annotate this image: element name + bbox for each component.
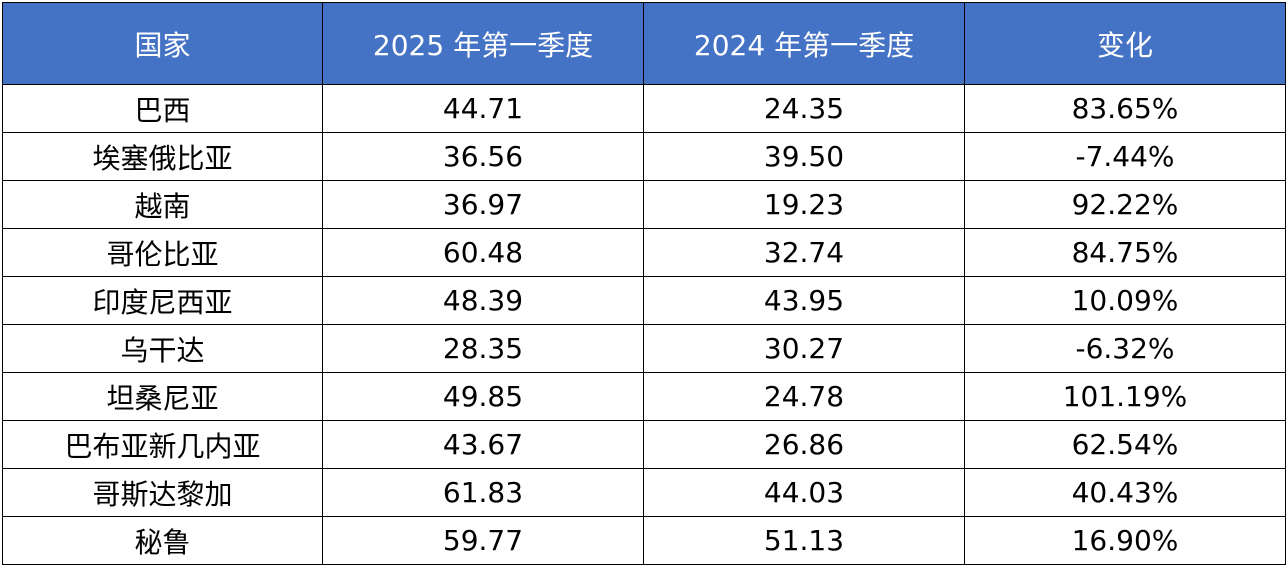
cell-change: 16.90%: [964, 516, 1286, 565]
header-q1-2024: 2024 年第一季度: [643, 2, 965, 85]
cell-country: 哥伦比亚: [2, 228, 323, 277]
cell-q1-2024: 30.27: [643, 324, 965, 373]
cell-q1-2024: 26.86: [643, 420, 965, 469]
cell-q1-2024: 24.35: [643, 84, 965, 133]
table-row: 巴布亚新几内亚 43.67 26.86 62.54%: [2, 420, 1286, 469]
cell-q1-2025: 61.83: [322, 468, 644, 517]
cell-change: 83.65%: [964, 84, 1286, 133]
cell-q1-2025: 49.85: [322, 372, 644, 421]
header-country: 国家: [2, 2, 323, 85]
cell-q1-2024: 19.23: [643, 180, 965, 229]
cell-change: 101.19%: [964, 372, 1286, 421]
cell-country: 印度尼西亚: [2, 276, 323, 325]
table-row: 坦桑尼亚 49.85 24.78 101.19%: [2, 372, 1286, 421]
cell-q1-2024: 43.95: [643, 276, 965, 325]
cell-country: 埃塞俄比亚: [2, 132, 323, 181]
cell-q1-2025: 48.39: [322, 276, 644, 325]
cell-change: 40.43%: [964, 468, 1286, 517]
cell-change: -6.32%: [964, 324, 1286, 373]
cell-q1-2025: 60.48: [322, 228, 644, 277]
cell-country: 乌干达: [2, 324, 323, 373]
table-body: 巴西 44.71 24.35 83.65% 埃塞俄比亚 36.56 39.50 -7.44% 越…: [2, 84, 1286, 565]
cell-country: 哥斯达黎加: [2, 468, 323, 517]
table-row: 埃塞俄比亚 36.56 39.50 -7.44%: [2, 132, 1286, 181]
cell-change: 84.75%: [964, 228, 1286, 277]
cell-q1-2025: 44.71: [322, 84, 644, 133]
cell-country: 秘鲁: [2, 516, 323, 565]
table-row: 乌干达 28.35 30.27 -6.32%: [2, 324, 1286, 373]
table-row: 巴西 44.71 24.35 83.65%: [2, 84, 1286, 133]
table-row: 越南 36.97 19.23 92.22%: [2, 180, 1286, 229]
cell-q1-2025: 43.67: [322, 420, 644, 469]
table-header: 国家 2025 年第一季度 2024 年第一季度 变化: [2, 2, 1286, 85]
cell-change: -7.44%: [964, 132, 1286, 181]
header-change: 变化: [964, 2, 1286, 85]
table-row: 印度尼西亚 48.39 43.95 10.09%: [2, 276, 1286, 325]
cell-change: 92.22%: [964, 180, 1286, 229]
table-row: 哥伦比亚 60.48 32.74 84.75%: [2, 228, 1286, 277]
cell-country: 巴西: [2, 84, 323, 133]
header-q1-2025: 2025 年第一季度: [322, 2, 644, 85]
cell-q1-2024: 32.74: [643, 228, 965, 277]
cell-q1-2024: 51.13: [643, 516, 965, 565]
cell-country: 巴布亚新几内亚: [2, 420, 323, 469]
cell-q1-2024: 39.50: [643, 132, 965, 181]
cell-q1-2024: 24.78: [643, 372, 965, 421]
table-row: 秘鲁 59.77 51.13 16.90%: [2, 516, 1286, 565]
header-row: 国家 2025 年第一季度 2024 年第一季度 变化: [2, 2, 1286, 85]
cell-q1-2025: 59.77: [322, 516, 644, 565]
cell-q1-2025: 36.97: [322, 180, 644, 229]
cell-q1-2024: 44.03: [643, 468, 965, 517]
cell-q1-2025: 36.56: [322, 132, 644, 181]
cell-country: 越南: [2, 180, 323, 229]
cell-country: 坦桑尼亚: [2, 372, 323, 421]
cell-q1-2025: 28.35: [322, 324, 644, 373]
cell-change: 10.09%: [964, 276, 1286, 325]
table-row: 哥斯达黎加 61.83 44.03 40.43%: [2, 468, 1286, 517]
cell-change: 62.54%: [964, 420, 1286, 469]
